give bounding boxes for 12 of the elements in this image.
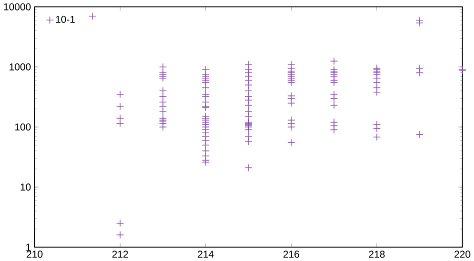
x-tick-label: 210: [26, 250, 43, 258]
y-tick-label: 1: [26, 244, 31, 251]
x-tick-label: 212: [112, 250, 128, 258]
y-tick-label: 10000: [4, 3, 31, 10]
y-tick-label: 1000: [10, 63, 31, 70]
y-tick-label: 10: [20, 184, 31, 191]
x-tick-label: 218: [368, 250, 385, 258]
x-tick-label: 216: [283, 250, 300, 258]
x-tick-label: 220: [454, 250, 470, 258]
y-tick-label: 100: [15, 123, 31, 130]
x-tick-label: 214: [198, 250, 214, 258]
legend-label: 10-1: [56, 16, 75, 23]
